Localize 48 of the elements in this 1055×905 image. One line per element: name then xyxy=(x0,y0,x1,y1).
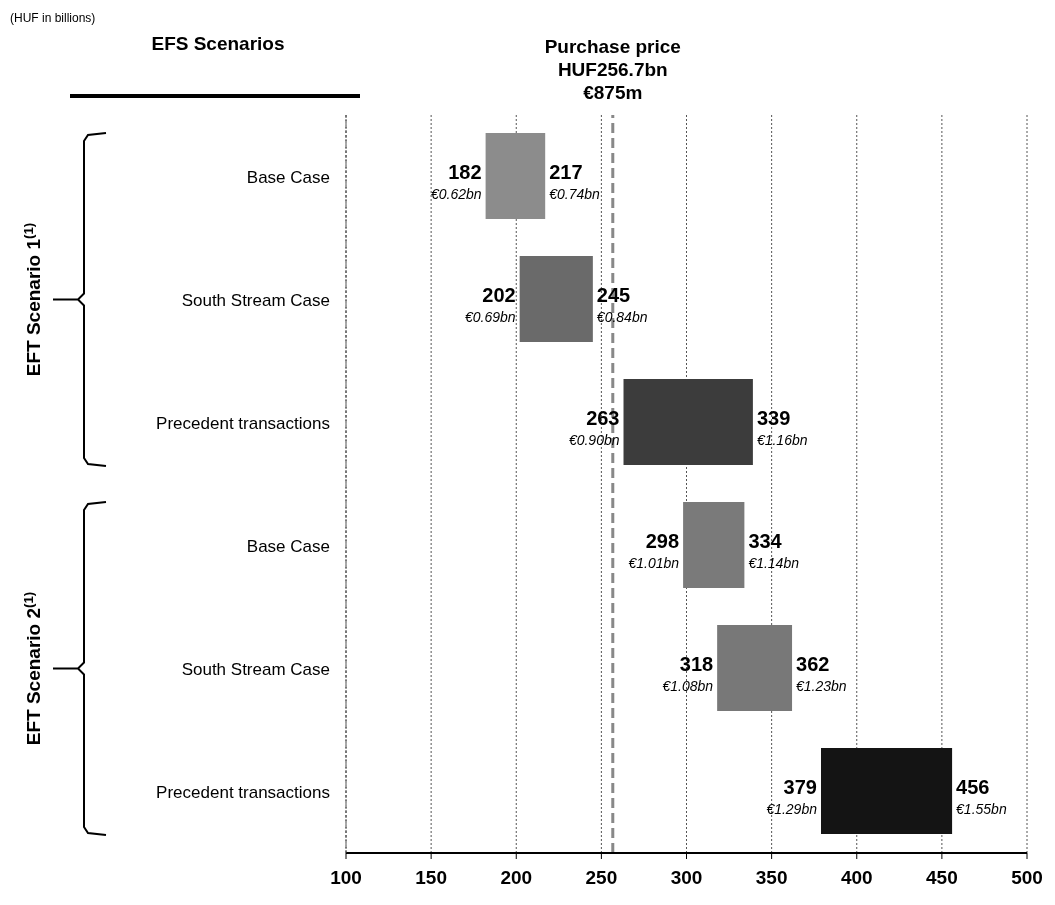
y-tick-label: South Stream Case xyxy=(181,659,330,679)
annotation: 217 xyxy=(549,160,583,183)
annotation: €1.55bn xyxy=(956,800,1007,817)
x-tick-label: 350 xyxy=(755,867,788,889)
y-tick-label: Base Case xyxy=(246,167,330,187)
x-tick-label: 400 xyxy=(840,867,873,889)
bar xyxy=(821,748,953,835)
annotation: 182 xyxy=(448,160,482,183)
y-tick-label: South Stream Case xyxy=(181,290,330,310)
annotation: €0.84bn xyxy=(596,308,648,325)
bar xyxy=(485,133,546,220)
annotation: 263 xyxy=(586,406,620,429)
bar xyxy=(623,379,753,466)
annotation: €0.74bn xyxy=(549,185,601,202)
annotation: 362 xyxy=(796,652,830,675)
annotation: 298 xyxy=(645,529,680,552)
annotation: 339 xyxy=(756,406,791,429)
annotation: €1.08bn xyxy=(662,677,714,694)
annotation: €0.69bn xyxy=(465,308,516,325)
y-tick-label: Base Case xyxy=(246,536,330,556)
x-tick-label: 150 xyxy=(415,867,447,889)
y-tick-label: Precedent transactions xyxy=(156,413,330,433)
x-tick-label: 100 xyxy=(330,867,362,889)
x-tick-label: 450 xyxy=(926,867,958,889)
annotation: €0.62bn xyxy=(431,185,482,202)
annotation: 334 xyxy=(748,529,783,552)
annotation: €1.16bn xyxy=(756,431,808,448)
x-tick-label: 250 xyxy=(585,867,618,889)
annotation: €1.01bn xyxy=(628,554,680,571)
text: EFS Scenarios xyxy=(151,33,285,54)
x-tick-label: 500 xyxy=(1011,867,1043,889)
annotation: 245 xyxy=(596,283,631,306)
bar xyxy=(683,502,745,589)
annotation: €1.29bn xyxy=(766,800,818,817)
annotation: 318 xyxy=(679,652,714,675)
bar xyxy=(717,625,793,712)
annotation: 379 xyxy=(783,775,817,798)
annotation: 202 xyxy=(482,283,516,306)
text: (HUF in billions) xyxy=(10,11,96,25)
annotation: 456 xyxy=(956,775,990,798)
bar xyxy=(519,256,593,343)
annotation: €1.23bn xyxy=(796,677,847,694)
annotation: €0.90bn xyxy=(568,431,620,448)
annotation: €1.14bn xyxy=(748,554,800,571)
x-tick-label: 200 xyxy=(500,867,533,889)
y-tick-label: Precedent transactions xyxy=(156,782,330,802)
ref-line-label: Purchase price HUF256.7bn €875m xyxy=(544,36,681,103)
x-tick-label: 300 xyxy=(670,867,703,889)
